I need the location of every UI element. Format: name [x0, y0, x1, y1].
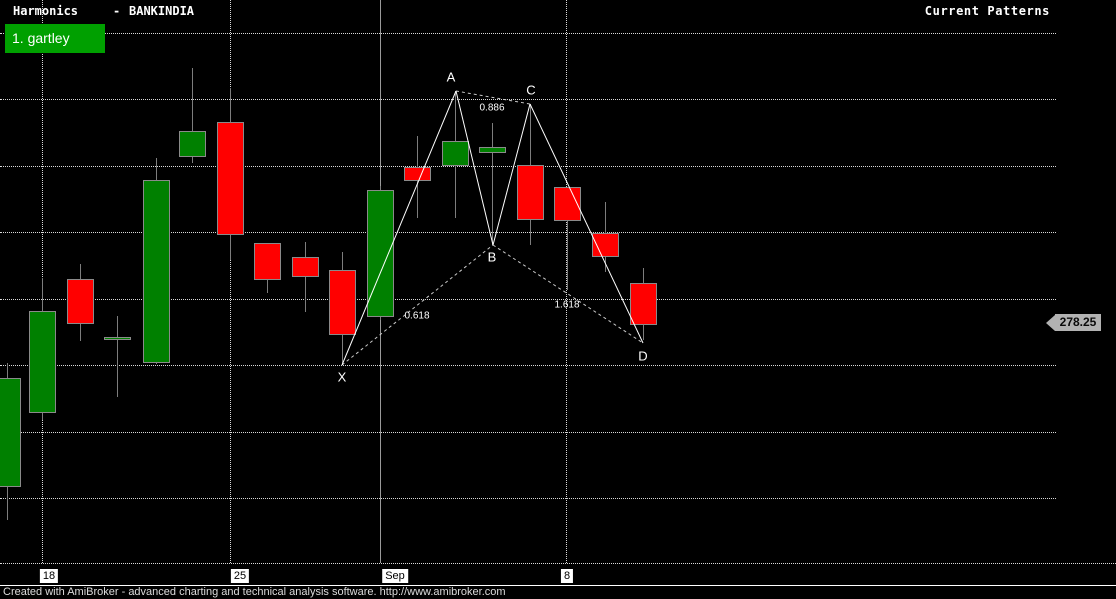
- pattern-solid-line: [529, 103, 644, 344]
- candle-body: [630, 283, 657, 325]
- pattern-dashed-line: [341, 244, 494, 366]
- price-axis: [1056, 0, 1116, 563]
- plot-area[interactable]: X A B C D 0.618 0.886 1.618 Harmonics - BANKIND…: [0, 0, 1056, 563]
- h-gridline: [0, 432, 1056, 433]
- x-axis-label: Sep: [382, 569, 408, 583]
- v-gridline: [230, 0, 231, 563]
- candle-body: [104, 337, 131, 340]
- x-axis-label: 18: [39, 569, 59, 583]
- footer-credit: Created with AmiBroker - advanced charti…: [0, 585, 1116, 599]
- pattern-badge: 1. gartley: [5, 24, 105, 53]
- candle-wick: [492, 123, 493, 245]
- candle-body: [554, 187, 581, 221]
- pattern-solid-line: [455, 90, 494, 246]
- current-patterns-label: Current Patterns: [924, 4, 1050, 18]
- h-gridline: [0, 299, 1056, 300]
- candle-body: [479, 147, 506, 153]
- candle-body: [217, 122, 244, 235]
- candle-wick: [305, 242, 306, 312]
- pattern-point-label: X: [337, 369, 347, 385]
- candle-body: [29, 311, 56, 413]
- symbol-name: BANKINDIA: [129, 4, 195, 18]
- candle-body: [143, 180, 170, 363]
- candle-body: [292, 257, 319, 277]
- h-gridline: [0, 33, 1056, 34]
- harmonic-pattern-lines: [341, 90, 644, 366]
- x-axis-label: 25: [230, 569, 250, 583]
- candle-wick: [192, 68, 193, 163]
- candle-body: [404, 167, 431, 181]
- pattern-ratio-label: 0.886: [479, 102, 505, 114]
- title-separator: -: [113, 4, 121, 18]
- h-gridline: [0, 99, 1056, 100]
- x-axis-label: 8: [560, 569, 574, 583]
- x-axis-line: [0, 563, 1116, 564]
- pattern-solid-line: [492, 103, 531, 246]
- candle-wick: [567, 187, 568, 290]
- last-price-value: 278.25: [1055, 314, 1101, 331]
- candle-body: [517, 165, 544, 220]
- candle-body: [442, 141, 469, 166]
- pattern-dashed-line: [455, 90, 531, 105]
- pattern-ratio-label: 0.618: [404, 310, 430, 322]
- candle-wick: [117, 316, 118, 397]
- pattern-point-label: B: [487, 249, 497, 265]
- candle-body: [329, 270, 356, 335]
- pattern-ratio-label: 1.618: [554, 299, 580, 311]
- candle-body: [254, 243, 281, 280]
- price-tag-arrow-icon: [1046, 314, 1055, 331]
- candle-body: [0, 378, 21, 487]
- v-gridline: [566, 0, 567, 563]
- pattern-point-label: D: [638, 348, 648, 364]
- chart-title: Harmonics: [13, 4, 79, 18]
- candle-body: [179, 131, 206, 157]
- pattern-solid-line: [341, 90, 457, 366]
- pattern-point-label: A: [446, 69, 456, 85]
- last-price-tag: 278.25: [1046, 314, 1101, 331]
- candle-body: [367, 190, 394, 317]
- h-gridline: [0, 498, 1056, 499]
- h-gridline: [0, 232, 1056, 233]
- pattern-dashed-line: [492, 244, 644, 344]
- h-gridline: [0, 365, 1056, 366]
- candle-body: [67, 279, 94, 324]
- pattern-point-label: C: [526, 82, 536, 98]
